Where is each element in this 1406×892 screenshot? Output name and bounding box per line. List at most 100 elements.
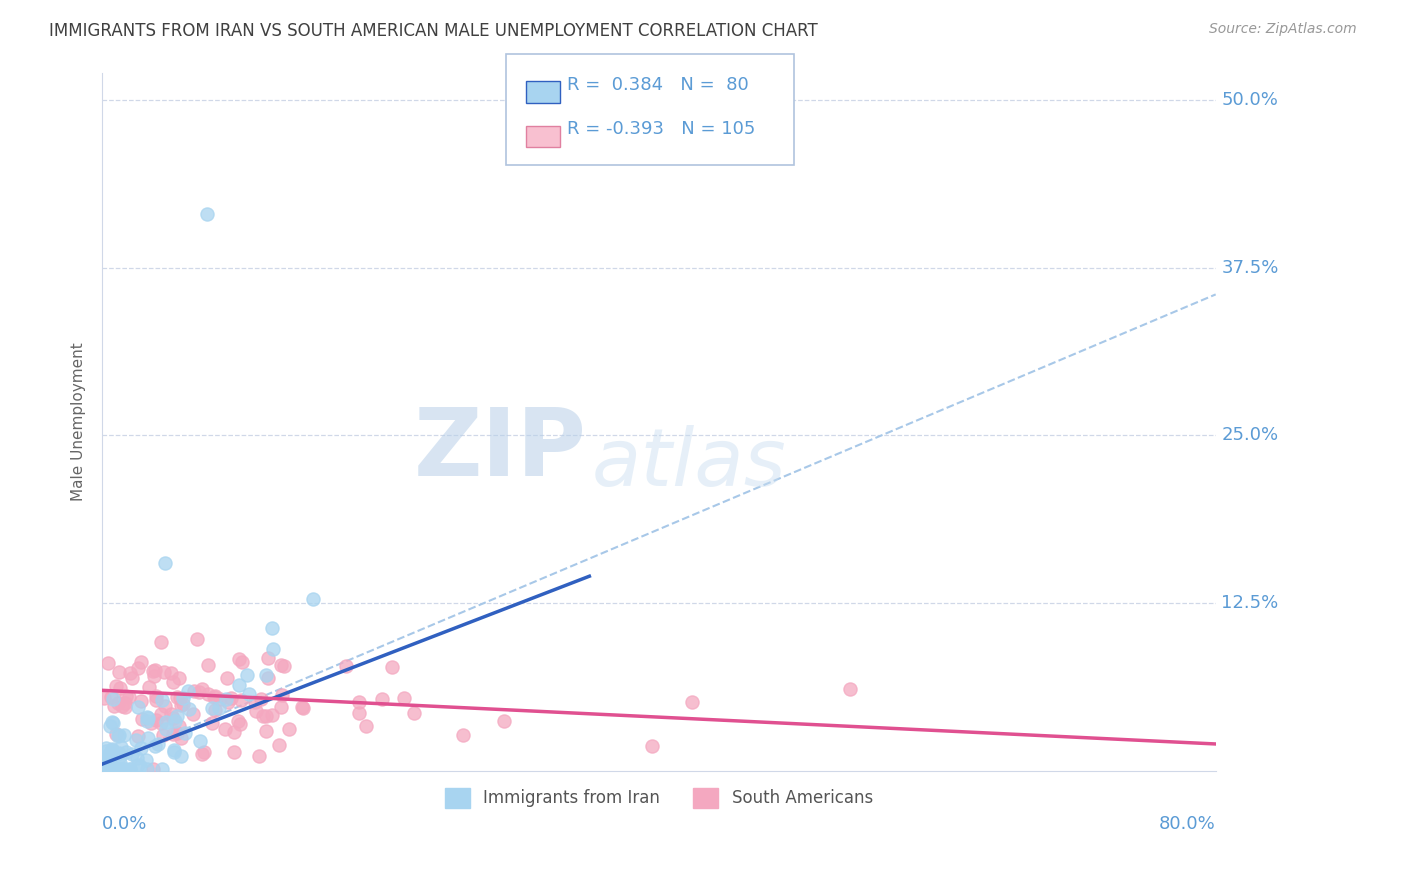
Point: [139, 715, 162, 730]
Point: [149, 706, 172, 721]
Point: [114, 696, 136, 710]
Point: [150, 692, 173, 706]
Text: 50.0%: 50.0%: [1222, 91, 1278, 109]
Point: [201, 715, 224, 730]
Point: [93, 756, 115, 770]
Point: [236, 668, 259, 682]
Point: [166, 726, 188, 740]
Point: [183, 684, 205, 698]
Point: [292, 701, 315, 715]
Point: [108, 748, 131, 763]
Text: 0.0%: 0.0%: [103, 815, 148, 833]
Point: [121, 747, 143, 761]
Point: [114, 700, 136, 714]
Point: [108, 763, 131, 777]
Point: [94, 763, 117, 777]
Point: [93, 690, 115, 705]
Point: [127, 729, 149, 743]
Point: [381, 660, 404, 674]
Point: [172, 691, 194, 706]
Point: [127, 751, 149, 765]
Point: [163, 743, 186, 757]
Point: [193, 745, 215, 759]
Point: [169, 691, 191, 706]
Point: [208, 700, 231, 714]
Point: [121, 671, 143, 685]
Point: [202, 690, 225, 704]
Point: [250, 691, 273, 706]
Point: [177, 684, 200, 698]
Point: [115, 689, 138, 703]
Point: [335, 659, 357, 673]
Point: [150, 763, 173, 777]
Point: [277, 723, 299, 737]
Point: [115, 745, 138, 759]
Point: [153, 698, 176, 713]
Point: [162, 674, 184, 689]
Point: [114, 763, 136, 777]
Point: [238, 687, 260, 701]
Point: [269, 739, 291, 753]
Point: [188, 685, 211, 699]
Point: [451, 728, 474, 742]
Text: 80.0%: 80.0%: [1159, 815, 1216, 833]
Point: [100, 763, 122, 777]
Point: [120, 666, 142, 681]
Point: [152, 728, 174, 742]
Text: 37.5%: 37.5%: [1222, 259, 1278, 277]
Point: [143, 669, 166, 683]
Point: [214, 723, 236, 737]
Point: [107, 696, 129, 710]
Point: [94, 744, 117, 758]
Point: [262, 642, 284, 657]
Point: [641, 739, 664, 754]
Point: [142, 763, 165, 777]
Point: [188, 734, 211, 748]
Point: [170, 749, 193, 764]
Point: [135, 754, 157, 768]
Text: IMMIGRANTS FROM IRAN VS SOUTH AMERICAN MALE UNEMPLOYMENT CORRELATION CHART: IMMIGRANTS FROM IRAN VS SOUTH AMERICAN M…: [49, 22, 818, 40]
Point: [127, 700, 149, 714]
Point: [136, 731, 159, 745]
Point: [173, 725, 195, 739]
Point: [162, 711, 184, 725]
Point: [270, 700, 292, 714]
Point: [129, 693, 152, 707]
Point: [224, 745, 246, 759]
Point: [197, 687, 219, 701]
Point: [262, 621, 284, 635]
Point: [111, 699, 134, 714]
Point: [149, 634, 172, 648]
Point: [108, 728, 131, 742]
Point: [129, 740, 152, 755]
Point: [262, 707, 284, 722]
Point: [257, 671, 280, 685]
Point: [153, 556, 176, 570]
Point: [108, 746, 131, 760]
Point: [245, 704, 267, 718]
Point: [392, 691, 415, 706]
Point: [145, 693, 167, 707]
Point: [252, 708, 274, 723]
Point: [160, 665, 183, 680]
Point: [172, 697, 194, 711]
Point: [159, 707, 181, 722]
Point: [94, 740, 117, 755]
Y-axis label: Male Unemployment: Male Unemployment: [72, 343, 86, 501]
Point: [93, 754, 115, 768]
Point: [148, 737, 170, 751]
Point: [229, 692, 252, 706]
Point: [681, 695, 703, 709]
Point: [492, 714, 515, 728]
Point: [101, 692, 124, 706]
Point: [247, 749, 270, 764]
Point: [93, 758, 115, 772]
Point: [371, 692, 394, 706]
Point: [347, 695, 370, 709]
Point: [215, 692, 238, 706]
Point: [101, 714, 124, 729]
Point: [110, 756, 132, 770]
Point: [217, 695, 239, 709]
Point: [118, 763, 141, 777]
Legend: Immigrants from Iran, South Americans: Immigrants from Iran, South Americans: [439, 781, 880, 814]
